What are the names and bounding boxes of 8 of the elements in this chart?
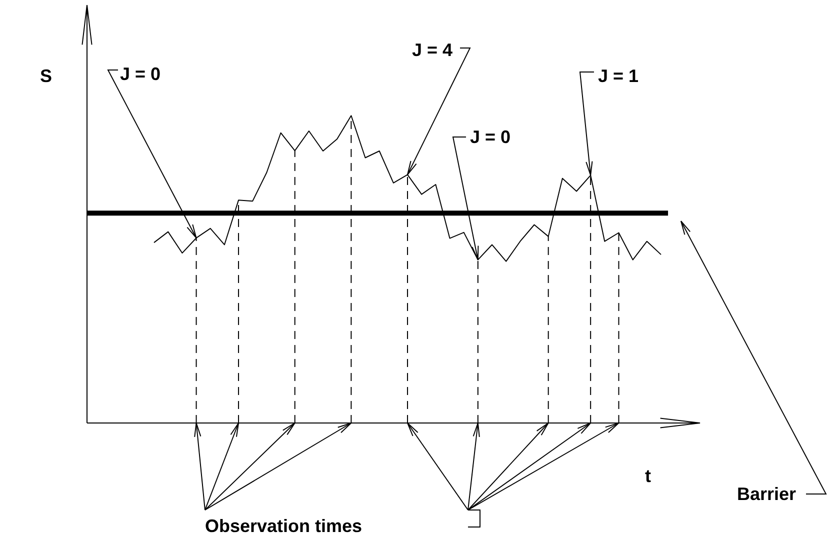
text: J = 0 xyxy=(120,64,161,84)
x-axis-title: t xyxy=(645,466,651,486)
text: J = 1 xyxy=(598,66,639,86)
ref-line-label: Barrier xyxy=(737,484,796,504)
text: S xyxy=(40,66,52,86)
annotation: J = 0 xyxy=(470,127,511,147)
text: Observation times xyxy=(205,516,362,536)
text: J = 4 xyxy=(412,40,453,60)
